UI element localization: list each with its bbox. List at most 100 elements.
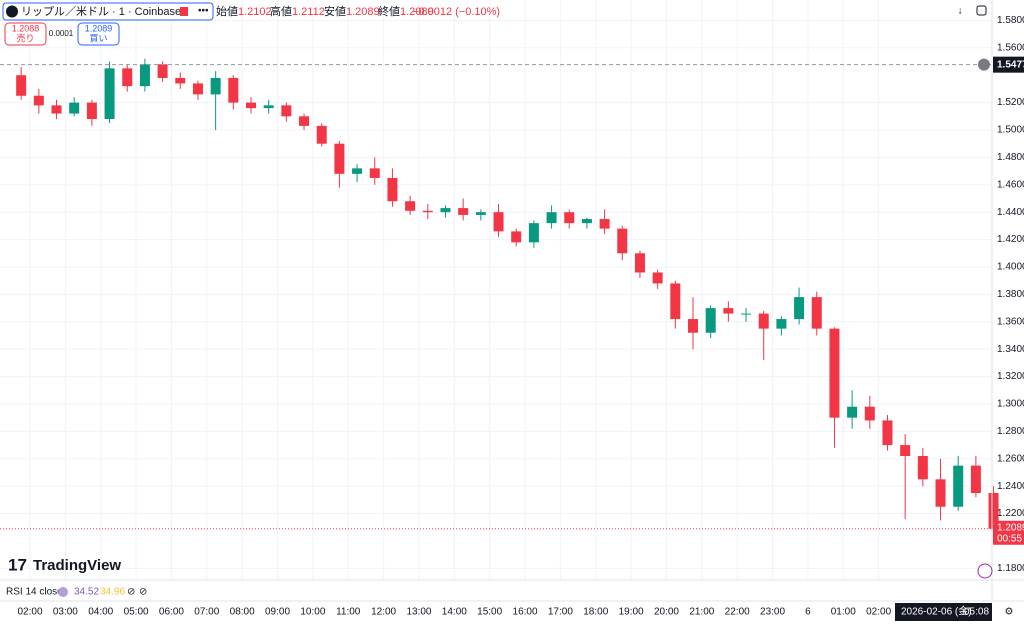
y-tick-label: 1.4200	[997, 234, 1024, 245]
buy-price[interactable]: 1.2089	[85, 23, 113, 33]
candle-body	[422, 210, 433, 213]
candle-body	[334, 143, 345, 174]
ohlc-label: 高値	[270, 4, 292, 18]
candle-body	[847, 406, 858, 418]
candle-body	[122, 68, 133, 87]
candle-body	[192, 83, 203, 95]
candle-body	[741, 313, 752, 315]
x-tick-label: 23:00	[760, 607, 785, 618]
y-tick-label: 1.3200	[997, 371, 1024, 382]
candle-body	[228, 77, 239, 103]
y-tick-label: 1.5800	[997, 15, 1024, 26]
x-tick-label: 01:00	[831, 607, 856, 618]
x-tick-label: 02:00	[866, 607, 891, 618]
candle-body	[723, 308, 734, 314]
settings-gear[interactable]: ⚙	[1005, 607, 1014, 618]
candle-body	[104, 68, 115, 120]
candle-body	[864, 406, 875, 421]
y-tick-label: 1.4000	[997, 262, 1024, 273]
x-tick-label: 14:00	[442, 607, 467, 618]
y-tick-label: 1.5600	[997, 42, 1024, 53]
symbol-box[interactable]	[2, 2, 214, 21]
last-price: 1.2089	[997, 522, 1024, 533]
x-tick-label: 21:00	[689, 607, 714, 618]
candle-body	[16, 75, 27, 96]
x-tick-label: 22:00	[725, 607, 750, 618]
candles	[16, 58, 999, 535]
x-tick-label: 11:00	[336, 607, 361, 618]
ohlc-value: 1.2112	[292, 6, 325, 18]
sell-price[interactable]: 1.2088	[12, 23, 40, 33]
sell-label[interactable]: 売り	[16, 32, 34, 43]
candle-body	[882, 420, 893, 446]
add-alert-icon	[978, 58, 990, 71]
change: −0.0012 (−0.10%)	[412, 6, 500, 18]
candle-body	[988, 493, 999, 529]
candle-body	[33, 95, 44, 106]
price-axis: 1.5800 1.5600 1.5200 1.5000 1.4800 1.4600 1.44…	[997, 15, 1024, 574]
candle-body	[811, 297, 822, 329]
buy-label[interactable]: 買い	[89, 33, 107, 43]
x-tick-label: 6	[805, 607, 811, 618]
hide-icon[interactable]: ⊘	[127, 587, 135, 598]
candle-body	[175, 77, 186, 84]
candle-body	[405, 201, 416, 211]
symbol-icon	[6, 5, 18, 18]
y-tick-label: 1.3800	[997, 289, 1024, 300]
indicator-name: RSI 14 close	[6, 587, 63, 598]
x-tick-label: 09:00	[265, 607, 290, 618]
y-tick-label: 1.2200	[997, 508, 1024, 519]
x-tick-label: 15:00	[477, 607, 502, 618]
x-tick-label: 19:00	[619, 607, 644, 618]
candle-body	[970, 465, 981, 494]
candle-body	[599, 219, 610, 229]
x-tick-label: 16:00	[513, 607, 538, 618]
candle-body	[458, 208, 469, 215]
more[interactable]: •••	[198, 6, 209, 17]
candle-body	[281, 105, 292, 117]
sell-button[interactable]	[4, 22, 47, 46]
y-tick-label: 1.3600	[997, 316, 1024, 327]
candle-body	[210, 77, 221, 95]
candle-body	[475, 212, 486, 215]
candle-body	[900, 445, 911, 457]
logo-mark: 17	[8, 555, 27, 574]
buy-button[interactable]	[77, 22, 120, 46]
y-tick-label: 1.3400	[997, 344, 1024, 355]
candle-body	[652, 272, 663, 284]
candle-body	[917, 456, 928, 480]
cursor-date: 2026-02-06 (金)	[901, 605, 972, 618]
crosshair-price-box	[993, 56, 1024, 73]
rsi-value: 34.52	[74, 587, 99, 598]
candle-body	[705, 308, 716, 333]
settings-icon[interactable]: ⊘	[139, 587, 147, 598]
candle-body	[369, 168, 380, 178]
download-icon[interactable]: ↓	[958, 6, 963, 17]
fullscreen-icon[interactable]	[976, 5, 987, 16]
candle-body	[776, 319, 787, 329]
candle-body	[511, 231, 522, 243]
ohlc-value: 1.2089	[346, 6, 380, 18]
candle-body	[564, 212, 575, 224]
candle-body	[758, 313, 769, 329]
rsi-ma-value: 34.96	[100, 587, 125, 598]
lightning-icon[interactable]	[977, 563, 993, 579]
x-tick-label: 13:00	[406, 607, 431, 618]
symbol[interactable]: リップル／米ドル · 1 · Coinbase	[21, 5, 181, 18]
candle-body	[139, 64, 150, 87]
candle-body	[794, 297, 805, 320]
cursor-time-box	[895, 603, 992, 621]
x-tick-label: 20:00	[654, 607, 679, 618]
candle-body	[387, 177, 398, 202]
y-tick-label: 1.2400	[997, 481, 1024, 492]
y-tick-label: 1.4800	[997, 152, 1024, 163]
candle-body	[246, 102, 256, 109]
candle-body	[352, 168, 363, 174]
x-tick-label: 12:00	[371, 607, 396, 618]
x-tick-label: 10:00	[300, 607, 325, 618]
candle-body	[299, 116, 310, 126]
y-tick-label: 1.2600	[997, 453, 1024, 464]
candle-body	[546, 212, 557, 224]
x-tick-label: 05:00	[124, 607, 149, 618]
